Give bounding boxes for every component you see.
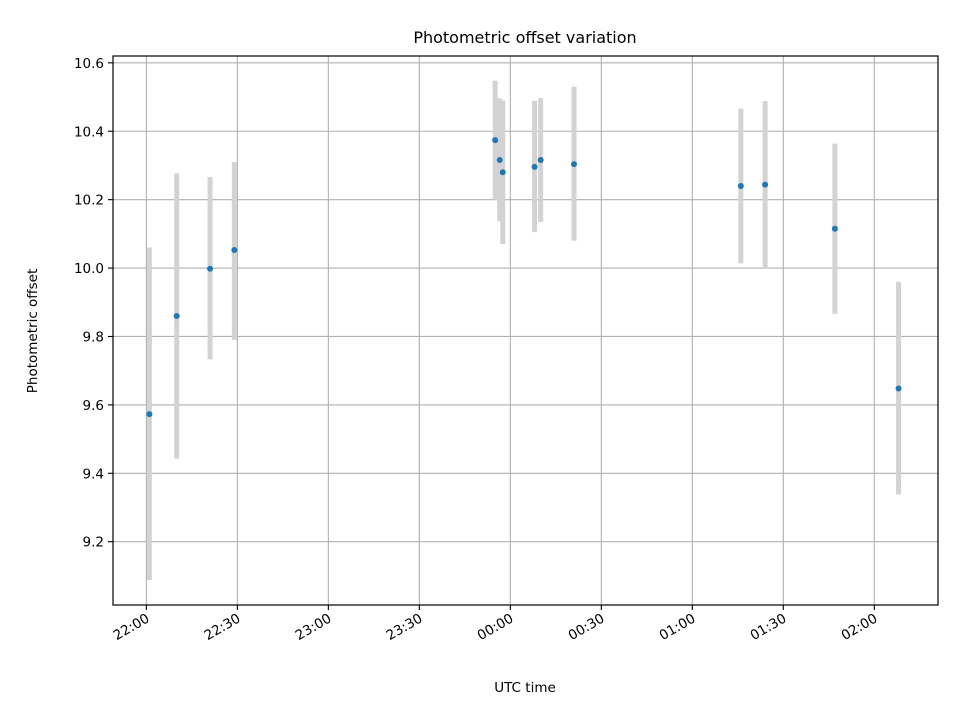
data-point <box>537 156 544 163</box>
grid <box>113 56 938 605</box>
data-points <box>146 137 902 418</box>
data-point <box>146 411 153 418</box>
y-axis-ticks: 9.2 9.4 9.6 9.8 10.0 10.2 10.4 10.6 <box>74 56 113 551</box>
y-tick-label: 9.8 <box>83 329 104 345</box>
y-tick-label: 10.2 <box>74 193 104 209</box>
data-point <box>231 246 238 253</box>
data-point <box>499 169 506 176</box>
plot-frame <box>112 55 939 606</box>
y-tick-label: 9.6 <box>83 398 104 414</box>
y-tick-label: 9.4 <box>83 466 104 482</box>
data-point <box>173 312 180 319</box>
data-point <box>831 225 838 232</box>
y-tick-label: 10.4 <box>74 124 104 140</box>
data-point <box>895 385 902 392</box>
data-point <box>737 182 744 189</box>
x-axis-label: UTC time <box>494 680 556 696</box>
data-point <box>571 161 578 168</box>
y-tick-label: 10.0 <box>74 261 104 277</box>
y-tick-label: 9.2 <box>83 535 104 551</box>
data-point <box>492 137 499 144</box>
y-axis-label: Photometric offset <box>25 269 41 393</box>
data-point <box>531 163 538 170</box>
data-point <box>762 181 769 188</box>
y-tick-label: 10.6 <box>74 56 104 72</box>
data-point <box>207 265 214 272</box>
chart-title: Photometric offset variation <box>413 28 636 47</box>
data-point <box>496 156 503 163</box>
